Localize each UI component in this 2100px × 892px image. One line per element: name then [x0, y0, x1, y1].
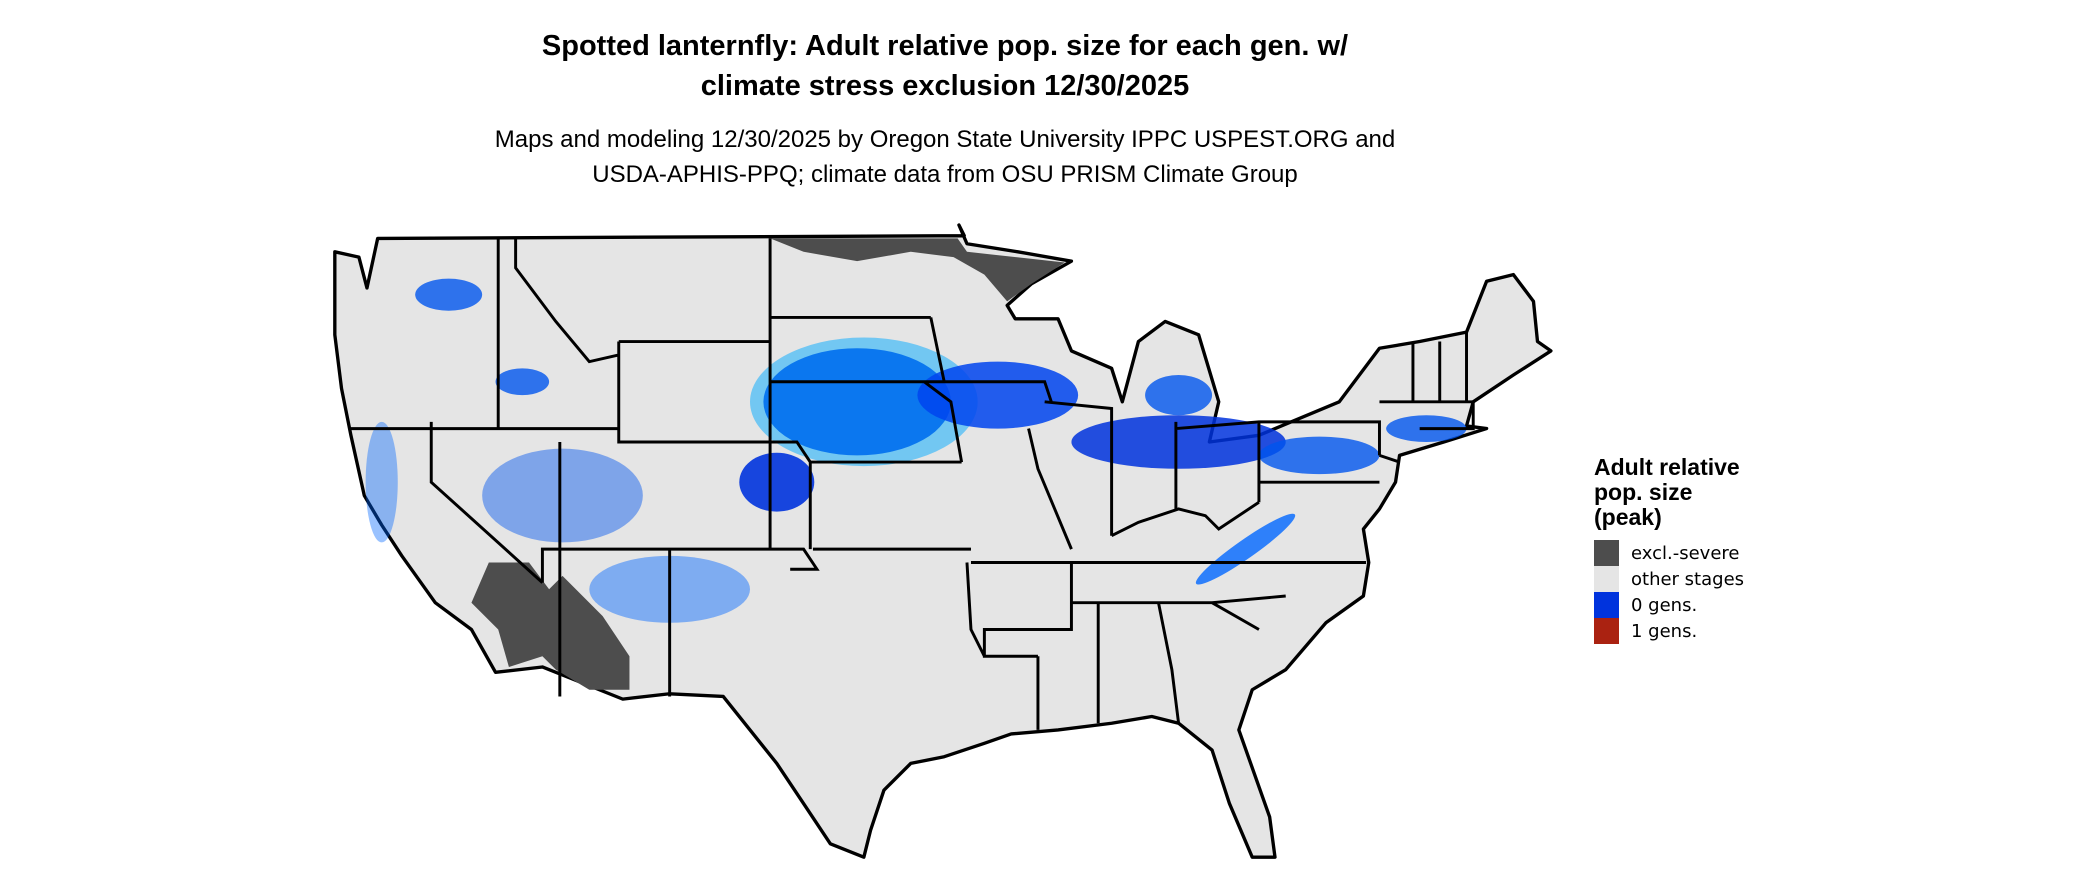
- legend-label: 0 gens.: [1631, 594, 1698, 616]
- zero-gens-regions: [365, 278, 1467, 623]
- zero-gens-plains-light: [750, 337, 978, 467]
- state-borders: [350, 238, 1475, 730]
- legend-title-line-2: pop. size: [1594, 479, 1693, 505]
- legend-item-other-stages: other stages: [1594, 566, 1794, 592]
- legend-swatch: [1594, 592, 1619, 618]
- subtitle-line-2: USDA-APHIS-PPQ; climate data from OSU PR…: [592, 161, 1298, 188]
- us-land: [333, 223, 1553, 859]
- zero-gens-washington: [415, 278, 483, 311]
- map-title: Spotted lanternfly: Adult relative pop. …: [0, 26, 1890, 106]
- zero-gens-midwest: [1071, 415, 1286, 469]
- zero-gens-iowa-mn: [917, 361, 1079, 429]
- title-line-1: Spotted lanternfly: Adult relative pop. …: [541, 30, 1349, 62]
- zero-gens-appalachia: [1195, 513, 1296, 585]
- legend-label: 1 gens.: [1631, 620, 1698, 642]
- legend-item-0-gens: 0 gens.: [1594, 592, 1794, 618]
- map-subtitle: Maps and modeling 12/30/2025 by Oregon S…: [0, 122, 1890, 192]
- legend-item-1-gens: 1 gens.: [1594, 618, 1794, 644]
- excluded-region-southwest: [471, 562, 630, 690]
- conus-outline: [333, 223, 1553, 859]
- legend-swatch: [1594, 618, 1619, 644]
- legend-label: other stages: [1631, 568, 1745, 590]
- zero-gens-california-coast: [365, 421, 398, 543]
- legend-label: excl.-severe: [1631, 542, 1740, 564]
- excluded-severe-regions: [471, 238, 1065, 690]
- zero-gens-pennsylvania: [1258, 436, 1380, 475]
- zero-gens-idaho: [495, 368, 550, 396]
- zero-gens-nevada-utah: [482, 448, 643, 543]
- title-line-2: climate stress exclusion 12/30/2025: [700, 70, 1190, 102]
- legend-title-line-1: Adult relative: [1594, 454, 1740, 480]
- zero-gens-michigan: [1145, 375, 1213, 416]
- zero-gens-colorado: [739, 452, 815, 512]
- subtitle-line-1: Maps and modeling 12/30/2025 by Oregon S…: [494, 126, 1396, 153]
- legend-items: excl.-severe other stages 0 gens. 1 gens…: [1594, 540, 1794, 644]
- legend-title-line-3: (peak): [1594, 504, 1662, 530]
- legend-swatch: [1594, 540, 1619, 566]
- legend: Adult relative pop. size (peak) excl.-se…: [1594, 455, 1794, 644]
- legend-item-excl-severe: excl.-severe: [1594, 540, 1794, 566]
- excluded-region-north: [770, 238, 1065, 302]
- legend-title: Adult relative pop. size (peak): [1594, 455, 1794, 530]
- legend-swatch: [1594, 566, 1619, 592]
